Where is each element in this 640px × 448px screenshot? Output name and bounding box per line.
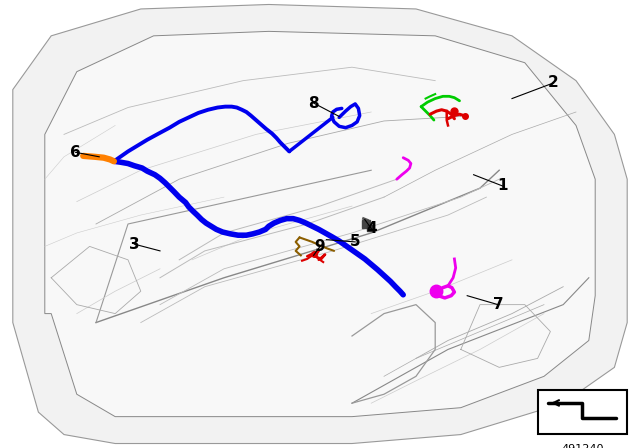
Text: 3: 3: [129, 237, 140, 252]
Text: 491240: 491240: [561, 444, 604, 448]
Text: 8: 8: [308, 95, 319, 111]
Text: 4: 4: [366, 221, 376, 236]
Text: 1: 1: [497, 178, 508, 194]
Text: 2: 2: [548, 75, 559, 90]
Polygon shape: [45, 31, 595, 417]
Polygon shape: [13, 4, 627, 444]
Bar: [538, 390, 627, 434]
Text: 6: 6: [70, 145, 81, 160]
Text: 7: 7: [493, 297, 503, 312]
Text: 9: 9: [315, 239, 325, 254]
Text: 5: 5: [350, 234, 360, 250]
